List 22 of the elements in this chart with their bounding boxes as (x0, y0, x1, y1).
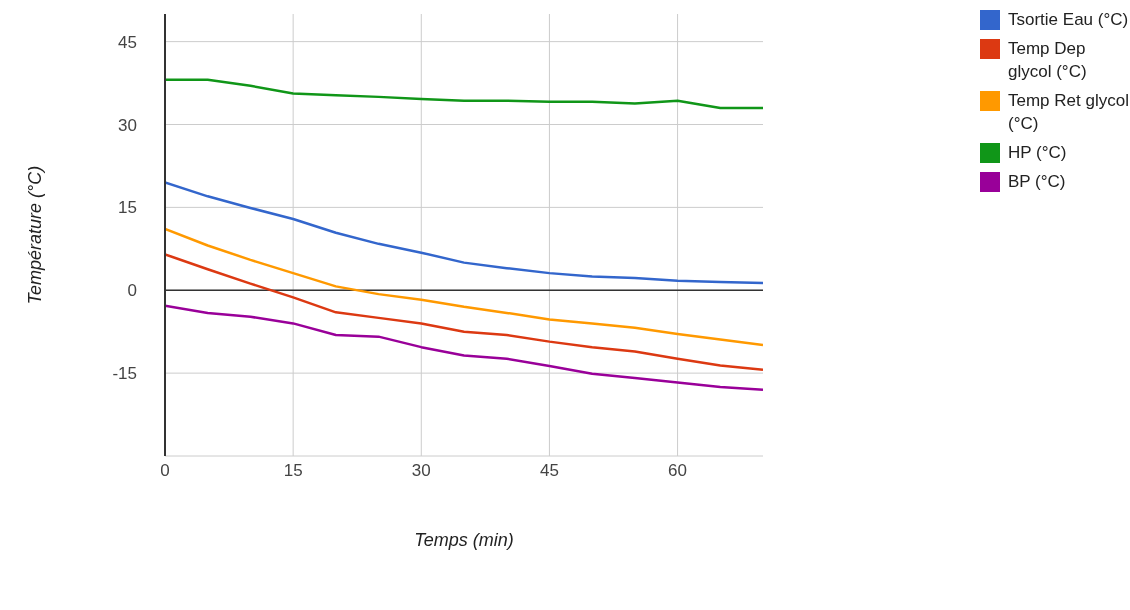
y-axis-title: Température (°C) (25, 165, 46, 305)
x-tick-label: 15 (283, 461, 303, 481)
line-series (165, 78, 763, 110)
x-tick-label: 45 (539, 461, 559, 481)
legend-label: BP (°C) (1008, 171, 1066, 193)
y-tick-label: 15 (118, 198, 137, 218)
y-tick-label: 45 (118, 32, 137, 52)
line-series (165, 304, 763, 391)
y-tick-label: 0 (127, 281, 137, 301)
x-tick-label: 60 (668, 461, 688, 481)
x-axis-title: Temps (min) (414, 530, 514, 550)
x-tick-label: 0 (160, 461, 170, 481)
legend-label: Tsortie Eau (°C) (1008, 9, 1129, 31)
legend-label: Temp Dep glycol (°C) (1008, 38, 1088, 83)
line-series (165, 227, 763, 347)
y-tick-label: 30 (118, 115, 137, 135)
line-series (165, 253, 763, 372)
legend-label: Temp Ret glycol (°C) (1008, 90, 1130, 135)
x-tick-label: 30 (411, 461, 431, 481)
legend-label: HP (°C) (1008, 142, 1067, 164)
line-series (165, 181, 763, 285)
y-tick-label: -15 (112, 364, 137, 384)
